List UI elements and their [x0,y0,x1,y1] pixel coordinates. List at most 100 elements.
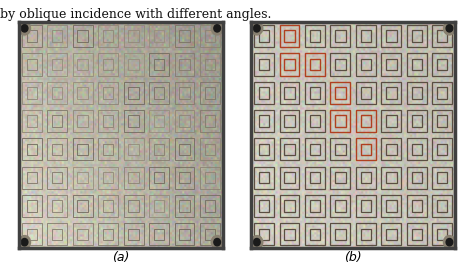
Bar [407,54,427,76]
Bar [382,167,401,189]
Bar [330,25,350,47]
Bar [200,110,220,132]
Bar [386,229,397,240]
Bar [179,172,190,184]
Circle shape [214,25,220,32]
Bar [22,223,42,245]
Bar [22,195,42,217]
Bar [284,115,295,127]
Bar [179,30,190,42]
Circle shape [21,25,28,32]
Bar [205,172,215,184]
Bar [335,30,346,42]
Bar [174,195,194,217]
Bar [52,87,63,99]
Bar [174,167,194,189]
Bar [407,223,427,245]
Bar [335,59,346,70]
Bar [361,200,371,212]
Bar [27,59,37,70]
Bar [437,200,447,212]
Bar [386,172,397,184]
Bar [386,30,397,42]
Bar [356,110,376,132]
Bar [254,195,274,217]
Bar [280,110,300,132]
Bar [77,87,88,99]
Circle shape [444,235,456,249]
Bar [154,87,164,99]
Bar [335,172,346,184]
Circle shape [251,235,263,249]
Bar [382,25,401,47]
Bar [200,82,220,104]
Bar [259,115,269,127]
Bar [411,172,422,184]
Circle shape [21,238,28,246]
Bar [179,144,190,155]
Bar [356,25,376,47]
Bar [284,59,295,70]
Bar [330,82,350,104]
Bar [52,200,63,212]
Bar [149,138,169,160]
Bar [356,138,376,160]
Bar [205,115,215,127]
Bar [179,87,190,99]
Bar [103,30,113,42]
Bar [174,138,194,160]
Bar [124,223,144,245]
Bar [200,54,220,76]
Bar [128,30,139,42]
Bar [124,138,144,160]
Bar [382,138,401,160]
Bar [259,87,269,99]
Bar [73,195,92,217]
Bar [361,172,371,184]
Bar [179,200,190,212]
Bar [330,195,350,217]
Bar [154,144,164,155]
Bar [411,229,422,240]
Bar [382,82,401,104]
Bar [382,223,401,245]
Bar [128,115,139,127]
Bar [149,195,169,217]
Bar [52,172,63,184]
Bar [52,59,63,70]
Bar [103,200,113,212]
Bar [77,229,88,240]
Bar [437,144,447,155]
Bar [98,195,118,217]
Circle shape [211,22,223,35]
Bar [254,82,274,104]
Bar [411,59,422,70]
Bar [149,223,169,245]
Bar [103,144,113,155]
Bar [179,59,190,70]
Bar [280,82,300,104]
Bar [280,195,300,217]
Bar [205,59,215,70]
Bar [407,138,427,160]
Bar [432,167,452,189]
Bar [154,200,164,212]
Bar [149,110,169,132]
Bar [361,30,371,42]
Bar [73,25,92,47]
Bar [411,200,422,212]
Bar [356,167,376,189]
Bar [124,110,144,132]
Bar [310,229,320,240]
Text: by oblique incidence with different angles.: by oblique incidence with different angl… [0,8,272,21]
Bar [361,87,371,99]
Bar [22,54,42,76]
Bar [77,172,88,184]
Bar [305,167,325,189]
Bar [73,167,92,189]
Bar [361,115,371,127]
Bar [22,138,42,160]
Bar [335,229,346,240]
Bar [124,25,144,47]
Bar [284,144,295,155]
